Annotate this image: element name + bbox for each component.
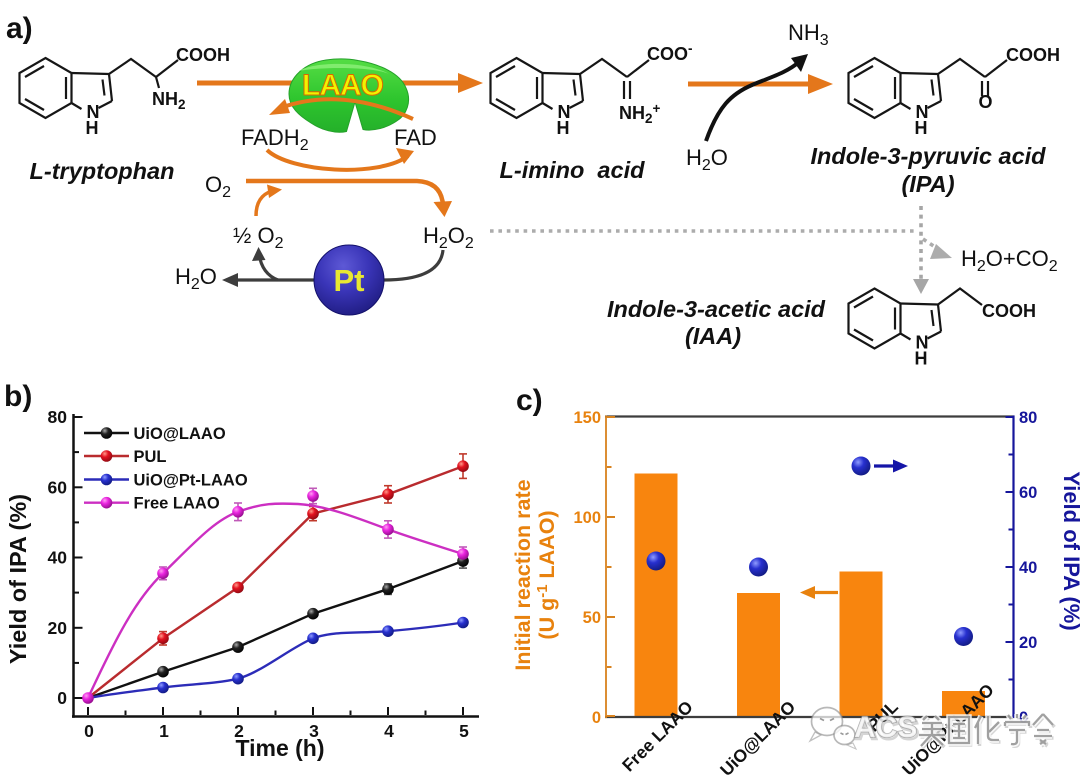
svg-text:H2O: H2O (686, 145, 728, 174)
svg-text:L-tryptophan: L-tryptophan (30, 158, 175, 184)
svg-text:ACS: ACS (856, 713, 919, 746)
svg-text:Indole-3-pyruvic acid: Indole-3-pyruvic acid (810, 143, 1046, 169)
svg-text:3: 3 (309, 721, 319, 741)
svg-text:(IAA): (IAA) (685, 323, 741, 349)
svg-text:0: 0 (592, 709, 601, 727)
svg-text:Yield of IPA (%): Yield of IPA (%) (1059, 471, 1080, 630)
svg-text:FADH2: FADH2 (241, 125, 309, 154)
svg-text:60: 60 (1019, 484, 1037, 502)
svg-text:(IPA): (IPA) (901, 171, 954, 197)
svg-text:NH2: NH2 (152, 89, 186, 112)
svg-text:a): a) (6, 12, 33, 45)
svg-text:Yield of IPA (%): Yield of IPA (%) (5, 494, 31, 664)
svg-text:20: 20 (1019, 634, 1037, 652)
svg-text:40: 40 (1019, 559, 1037, 577)
svg-text:b): b) (4, 380, 32, 413)
svg-text:LAAO: LAAO (302, 69, 384, 102)
svg-text:H2O: H2O (175, 264, 217, 293)
svg-text:Initial reaction rate: Initial reaction rate (511, 479, 535, 670)
svg-text:PUL: PUL (134, 448, 167, 466)
svg-text:150: 150 (573, 409, 601, 427)
svg-text:50: 50 (583, 609, 601, 627)
svg-text:COO-: COO- (647, 41, 693, 64)
svg-text:O2: O2 (205, 172, 231, 201)
svg-text:60: 60 (48, 477, 68, 497)
svg-text:COOH: COOH (1006, 45, 1060, 65)
svg-text:H: H (86, 118, 99, 138)
svg-text:100: 100 (573, 509, 601, 527)
svg-text:80: 80 (48, 407, 68, 427)
svg-text:Indole-3-acetic acid: Indole-3-acetic acid (607, 296, 826, 322)
svg-text:80: 80 (1019, 409, 1037, 427)
svg-text:H2O+CO2: H2O+CO2 (961, 246, 1058, 275)
svg-text:Pt: Pt (334, 263, 365, 298)
svg-text:Free LAAO: Free LAAO (134, 495, 220, 513)
svg-text:(U g-1 LAAO): (U g-1 LAAO) (534, 510, 559, 639)
svg-text:4: 4 (384, 721, 394, 741)
svg-text:NH3: NH3 (788, 20, 829, 49)
svg-text:5: 5 (459, 721, 469, 741)
svg-text:20: 20 (48, 618, 68, 638)
svg-text:UiO@LAAO: UiO@LAAO (134, 425, 226, 443)
svg-text:COOH: COOH (176, 45, 230, 65)
svg-text:UiO@Pt-LAAO: UiO@Pt-LAAO (134, 472, 248, 490)
svg-text:O: O (978, 92, 992, 112)
svg-text:0: 0 (84, 721, 94, 741)
svg-text:COOH: COOH (982, 301, 1036, 321)
svg-text:NH2+: NH2+ (619, 101, 661, 126)
svg-text:L-imino acid: L-imino acid (500, 157, 646, 183)
svg-text:c): c) (516, 384, 543, 417)
svg-text:1: 1 (159, 721, 169, 741)
svg-text:N: N (87, 102, 100, 122)
svg-text:H2O2: H2O2 (423, 223, 474, 252)
svg-text:ACS: ACS (854, 711, 917, 744)
svg-text:2: 2 (234, 721, 244, 741)
svg-text:40: 40 (48, 548, 68, 568)
svg-text:Time (h): Time (h) (235, 735, 324, 761)
svg-text:0: 0 (57, 688, 67, 708)
svg-text:FAD: FAD (394, 125, 437, 150)
